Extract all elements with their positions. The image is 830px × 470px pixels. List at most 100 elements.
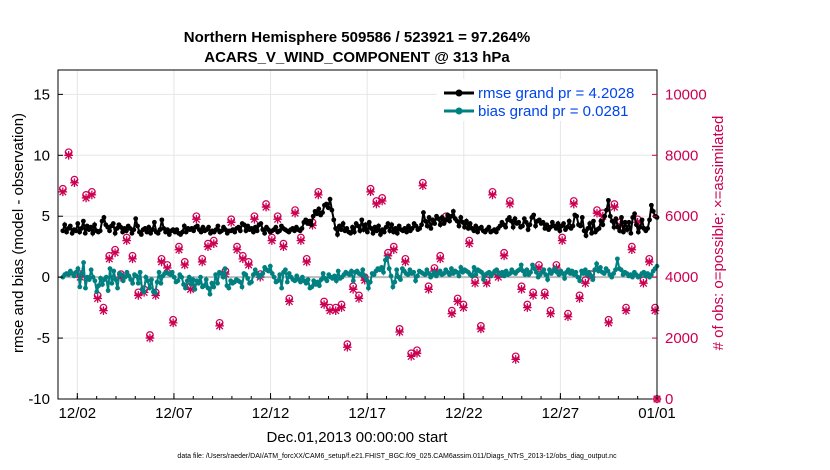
obs-assimilated-marker	[401, 257, 410, 267]
rmse-marker	[348, 230, 353, 236]
rmse-marker	[383, 224, 389, 230]
bias-marker	[188, 282, 194, 287]
rmse-marker	[73, 228, 79, 234]
rmse-marker	[357, 228, 363, 234]
chart-subtitle: ACARS_V_WIND_COMPONENT @ 313 hPa	[204, 49, 510, 66]
rmse-marker	[174, 227, 180, 233]
bias-marker	[611, 271, 617, 276]
bias-marker	[90, 274, 96, 280]
rmse-marker	[596, 226, 602, 231]
bias-marker	[203, 277, 209, 282]
rmse-marker	[587, 221, 593, 226]
obs-assimilated-marker	[354, 294, 364, 303]
rmse-marker	[194, 223, 200, 229]
rmse-marker	[591, 218, 596, 224]
obs-assimilated-marker	[186, 285, 195, 294]
bias-marker	[237, 279, 243, 285]
rmse-marker	[344, 226, 350, 231]
rmse-marker	[639, 217, 645, 223]
bias-marker	[360, 267, 366, 273]
bias-marker	[332, 273, 337, 279]
rmse-marker	[241, 222, 247, 228]
obs-assimilated-marker	[604, 318, 613, 328]
obs-assimilated-marker	[424, 285, 433, 294]
rmse-marker	[464, 218, 469, 224]
rmse-marker	[564, 224, 570, 230]
rmse-marker	[303, 217, 309, 223]
bias-marker	[277, 272, 283, 278]
bias-marker	[192, 286, 198, 292]
rmse-marker	[626, 219, 632, 225]
rmse-marker	[131, 227, 137, 233]
bias-marker	[481, 277, 486, 282]
bias-marker	[207, 291, 213, 297]
bias-marker	[260, 271, 266, 276]
bias-marker	[547, 267, 552, 273]
obs-assimilated-marker	[644, 257, 654, 267]
rmse-marker	[421, 210, 426, 215]
rmse-marker	[473, 223, 479, 229]
bias-marker	[432, 269, 437, 275]
right-tick-label: 4000	[665, 269, 698, 286]
obs-assimilated-marker	[284, 297, 294, 306]
rmse-marker	[118, 224, 124, 230]
bias-marker	[73, 269, 79, 275]
bias-marker	[254, 271, 260, 276]
rmse-marker	[314, 211, 320, 217]
bias-marker	[186, 274, 192, 280]
obs-assimilated-marker	[412, 349, 422, 358]
rmse-marker	[506, 215, 512, 220]
rmse-marker	[493, 229, 499, 235]
rmse-marker	[628, 230, 634, 236]
rmse-marker	[394, 230, 400, 236]
bias-marker	[267, 263, 273, 269]
rmse-marker	[236, 224, 241, 230]
bias-marker	[533, 269, 539, 275]
bias-marker	[448, 266, 454, 272]
obs-assimilated-marker	[523, 303, 532, 312]
rmse-marker	[99, 218, 105, 224]
rmse-marker	[548, 224, 553, 230]
bias-marker	[648, 272, 654, 278]
bias-marker	[413, 278, 418, 284]
bias-marker	[94, 289, 100, 295]
bias-marker	[590, 277, 596, 282]
rmse-marker	[523, 219, 529, 225]
rmse-marker	[213, 227, 219, 233]
rmse-marker	[333, 226, 339, 231]
bias-marker	[158, 280, 164, 286]
bias-marker	[201, 283, 207, 289]
x-tick-label: 12/22	[445, 405, 483, 422]
obs-assimilated-marker	[238, 254, 248, 264]
obs-assimilated-marker	[244, 260, 253, 270]
obs-assimilated-marker	[569, 199, 579, 209]
bias-marker	[147, 285, 152, 291]
bias-marker	[143, 274, 149, 280]
bias-marker	[362, 273, 368, 279]
obs-assimilated-marker	[58, 187, 68, 197]
obs-assimilated-marker	[180, 260, 190, 270]
obs-assimilated-marker	[627, 245, 637, 255]
rmse-marker	[90, 230, 96, 236]
rmse-marker	[206, 224, 211, 230]
rmse-marker	[544, 222, 550, 228]
rmse-marker	[144, 229, 150, 235]
legend-rmse-marker	[455, 89, 463, 97]
bias-marker	[596, 268, 601, 274]
rmse-marker	[372, 224, 378, 230]
rmse-marker	[325, 205, 331, 211]
obs-assimilated-marker	[93, 294, 102, 303]
bias-marker	[386, 266, 392, 272]
left-tick-label: 15	[33, 86, 50, 103]
bias-marker	[113, 277, 119, 282]
rmse-marker	[553, 226, 559, 231]
rmse-marker	[62, 222, 68, 228]
obs-assimilated-marker	[226, 218, 236, 227]
rmse-marker	[101, 215, 107, 220]
rmse-marker	[370, 230, 376, 236]
left-tick-label: 10	[33, 147, 50, 164]
bias-marker	[141, 289, 147, 295]
x-tick-label: 12/07	[155, 405, 193, 422]
bias-marker	[528, 269, 534, 275]
obs-assimilated-marker	[592, 208, 602, 218]
